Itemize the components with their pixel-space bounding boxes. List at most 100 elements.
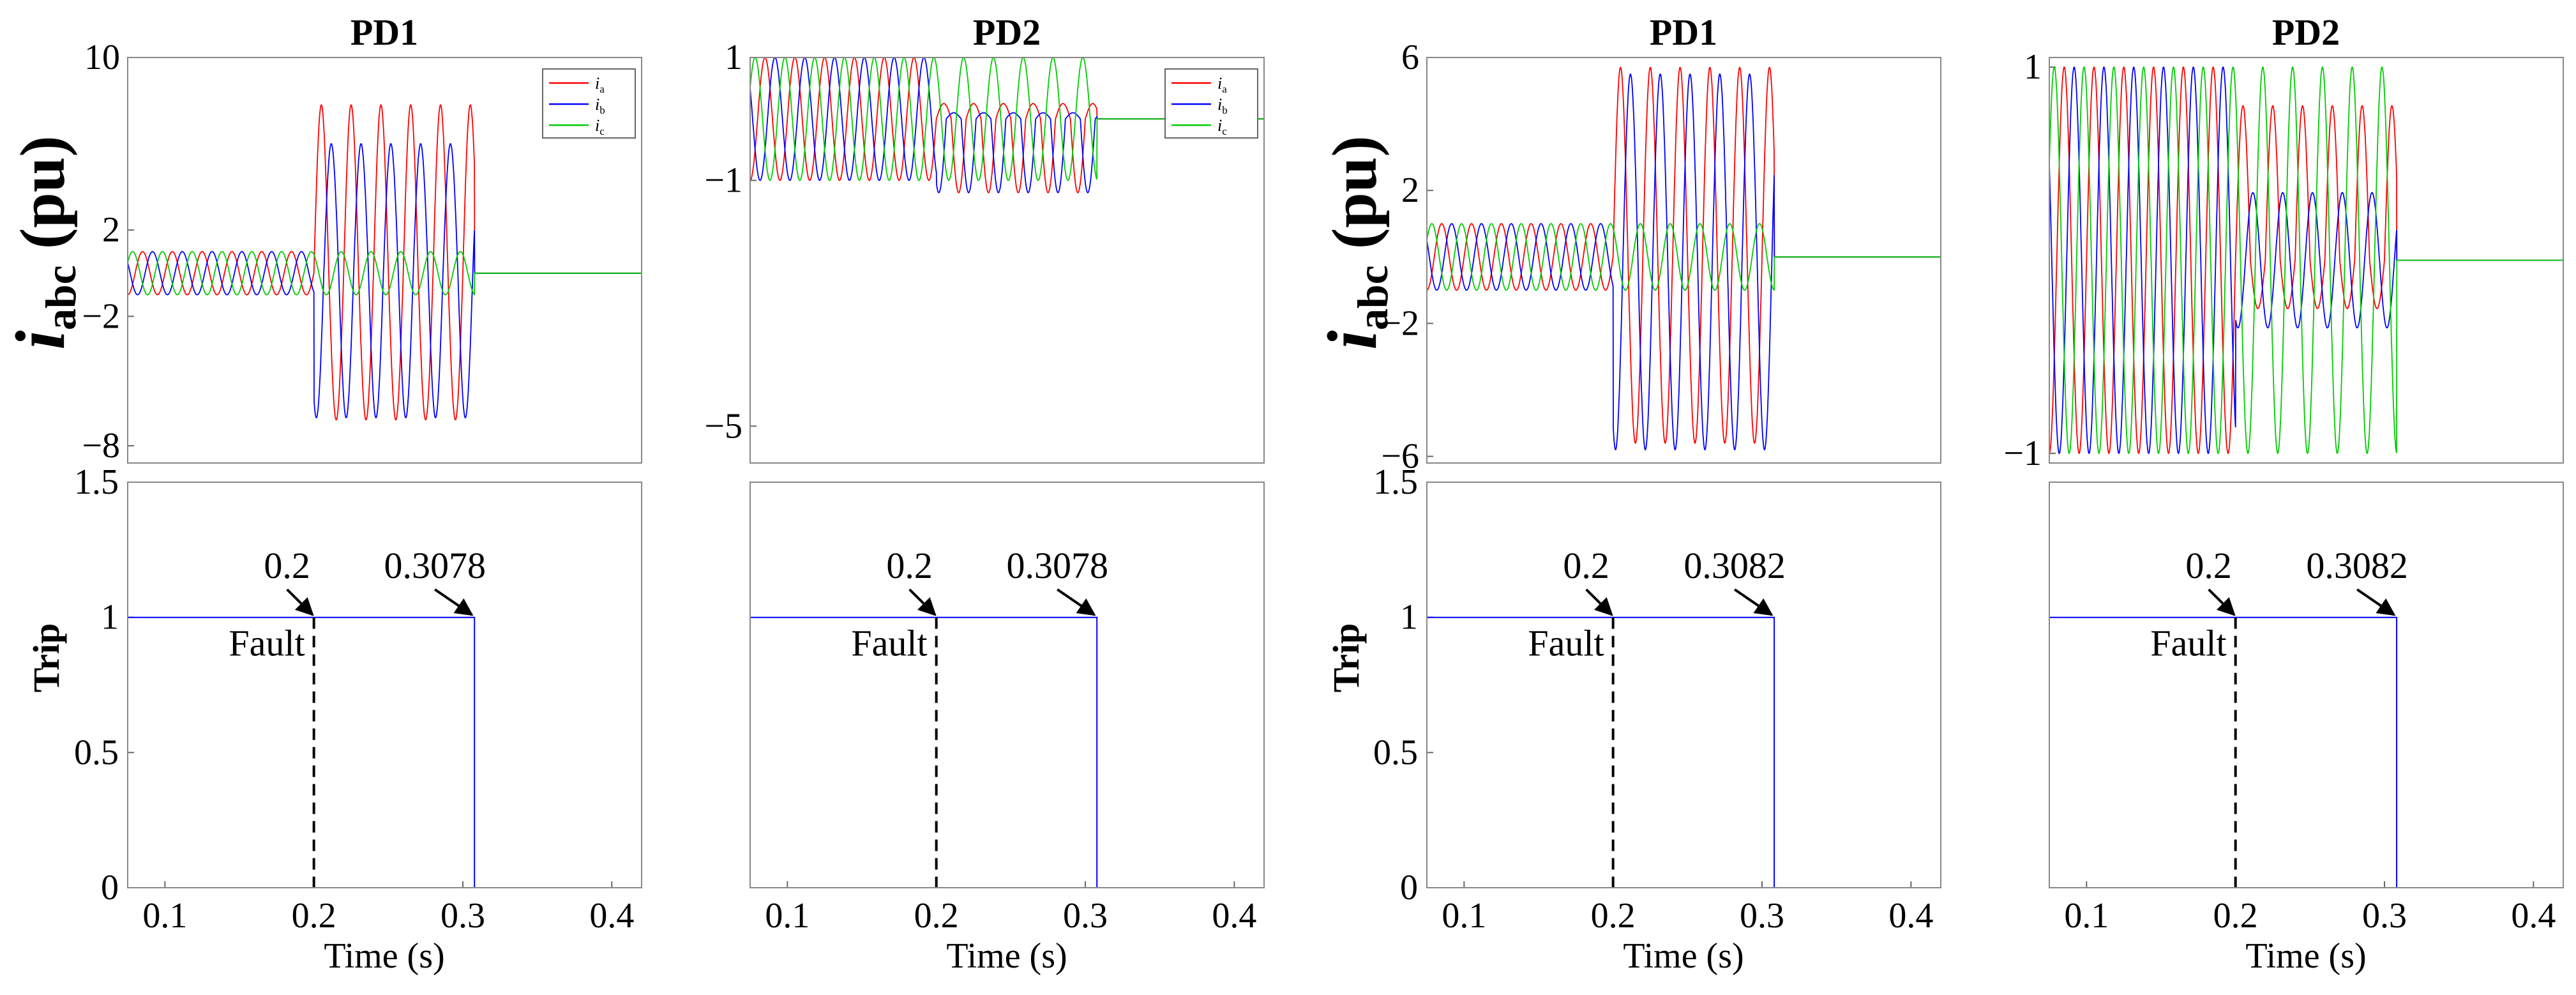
xtick-label: 0.3: [441, 896, 485, 936]
ytick-label: 1.5: [74, 462, 119, 502]
fault-label: Fault: [229, 623, 305, 664]
trip-time-arrow: [1734, 588, 1774, 616]
time-axis-label: Time (s): [946, 936, 1067, 976]
plot-frame: [749, 482, 1265, 888]
legend-label-sub: c: [1222, 125, 1227, 137]
ytick-label: 1: [1400, 598, 1418, 637]
current-axis-label-main: i: [1, 330, 79, 350]
legend-label-main: i: [595, 95, 599, 114]
fault-time-annotation: 0.2: [886, 545, 933, 586]
trip-time-annotation: 0.3082: [2306, 545, 2408, 586]
panel-title: PD1: [350, 11, 418, 53]
plot-frame-top: [2049, 57, 2564, 464]
ytick-label: 1: [725, 38, 742, 77]
xtick-label: 0.4: [2511, 896, 2556, 936]
xtick-label: 0.2: [914, 896, 959, 936]
panel-title: PD1: [1650, 11, 1717, 53]
series-ic-line: [2049, 66, 2563, 455]
series-ib-line: [127, 143, 642, 419]
xtick-label: 0.1: [2064, 896, 2109, 936]
legend-label-a: ia: [1217, 74, 1227, 95]
trip-panel-1: Time (s) 0.1 0.2 0.3 0.4 0 0.5 1 1.5 0.2 0.3078 Fa…: [74, 462, 642, 976]
current-axis-label-right: iabc (pu): [1313, 135, 1397, 349]
series-ic-line: [127, 251, 642, 296]
legend-label-a: ia: [595, 74, 605, 95]
legend-label-main: i: [1217, 95, 1222, 114]
time-axis-label: Time (s): [324, 936, 444, 976]
legend-label-sub: c: [599, 125, 605, 137]
legend-label-main: i: [1217, 116, 1222, 135]
ytick-label: −2: [1381, 303, 1419, 343]
current-axis-label-sub: abc: [1348, 265, 1397, 330]
plot-frame-top: [749, 57, 1265, 464]
current-axis-label-left: iabc (pu): [1, 135, 85, 349]
trip-panel-3: Time (s) 0.1 0.2 0.3 0.4 0 0.5 1 1.5 0.2 0.3082 Fa…: [1373, 462, 1941, 976]
trip-signal-line: [750, 616, 1264, 888]
trip-signal-line: [1427, 616, 1941, 888]
plot-frame-top: [749, 482, 1265, 888]
trip-axis-label-left: Trip: [26, 623, 67, 693]
current-axis-label-unit: (pu): [7, 135, 78, 265]
legend-label-b: ib: [1217, 95, 1228, 116]
ytick-label: 1: [2024, 47, 2042, 87]
legend-label-main: i: [595, 74, 599, 93]
ytick-label: −2: [82, 296, 120, 336]
time-axis-label: Time (s): [2245, 936, 2366, 976]
plot-frame: [1426, 482, 1941, 888]
panel-title: PD2: [973, 11, 1041, 53]
trip-panel-2: Time (s) 0.1 0.2 0.3 0.4 0.2 0.3078 Fault: [749, 482, 1265, 976]
time-axis-label: Time (s): [1623, 936, 1744, 976]
xtick-label: 0.2: [292, 896, 336, 936]
fault-time-annotation: 0.2: [264, 545, 310, 586]
trip-time-arrow: [2356, 588, 2396, 616]
legend-label-sub: b: [1222, 104, 1228, 116]
legend-label-c: ic: [595, 116, 605, 137]
ytick-label: 0.5: [1373, 733, 1418, 772]
current-axis-label-unit: (pu): [1319, 135, 1390, 265]
ytick-label: 0.5: [74, 733, 119, 772]
plot-frame-top: [2049, 482, 2564, 888]
current-panel-4: PD2 1 −1: [2003, 11, 2564, 473]
fault-label: Fault: [1528, 623, 1604, 664]
trip-time-annotation: 0.3082: [1683, 545, 1786, 586]
trip-signal-line: [128, 616, 642, 888]
current-panel-1: PD1 10 2 −2 −8: [82, 11, 642, 466]
legend-label-main: i: [1217, 74, 1222, 93]
trip-time-annotation: 0.3078: [1006, 545, 1108, 586]
trip-time-annotation: 0.3078: [384, 545, 486, 586]
trip-time-arrow: [1057, 588, 1096, 616]
trip-axis-label-right: Trip: [1325, 623, 1367, 693]
ytick-label: 10: [84, 38, 120, 77]
xtick-label: 0.4: [1212, 896, 1256, 936]
legend-label-sub: a: [1222, 83, 1227, 95]
legend-label-c: ic: [1217, 116, 1227, 137]
fault-time-arrow: [2208, 588, 2236, 616]
current-panel-3: PD1 6 2 −2 −6: [1381, 11, 1941, 476]
plot-frame-top: [1426, 57, 1941, 464]
series-ic-line: [1426, 223, 1941, 291]
fault-time-arrow: [908, 588, 937, 616]
ytick-label: 1.5: [1373, 462, 1418, 502]
plot-frame: [2049, 482, 2564, 888]
ytick-label: 2: [102, 210, 120, 250]
trip-time-arrow: [434, 588, 474, 616]
legend-label-main: i: [595, 116, 599, 135]
ytick-label: −8: [82, 426, 120, 466]
xtick-label: 0.4: [1888, 896, 1933, 936]
ytick-label: 6: [1401, 38, 1419, 77]
legend-label-sub: a: [599, 83, 605, 95]
ytick-label: −6: [1381, 437, 1419, 476]
ytick-label: 0: [1400, 868, 1418, 908]
ytick-label: −1: [2003, 434, 2042, 473]
legend-label-sub: b: [599, 104, 605, 116]
fault-time-arrow: [286, 588, 314, 616]
xtick-label: 0.4: [589, 896, 634, 936]
fault-label: Fault: [851, 623, 927, 664]
xtick-label: 0.1: [765, 896, 810, 936]
current-panel-2: PD2 1 −1 −5: [704, 11, 1265, 464]
ytick-label: 0: [101, 868, 119, 908]
plot-frame-top: [127, 482, 642, 888]
